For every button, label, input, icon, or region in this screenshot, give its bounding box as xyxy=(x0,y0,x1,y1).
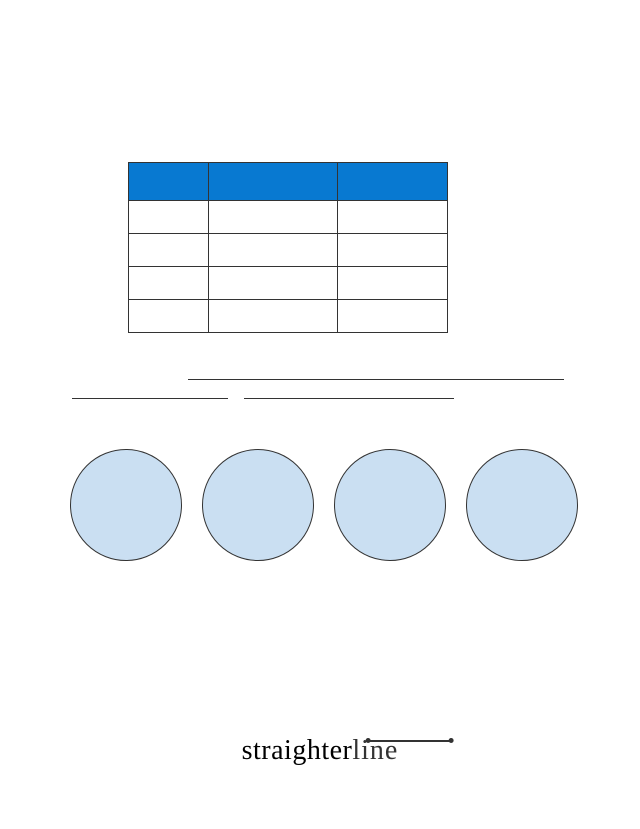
logo-bar-icon xyxy=(368,740,452,742)
table-cell xyxy=(338,201,448,234)
table-row xyxy=(129,267,448,300)
circle-shape xyxy=(70,449,182,561)
table-cell xyxy=(129,234,209,267)
table-row xyxy=(129,234,448,267)
table-cell xyxy=(208,234,338,267)
table-row xyxy=(129,300,448,333)
table-header-cell xyxy=(208,163,338,201)
table-header-cell xyxy=(338,163,448,201)
table-row xyxy=(129,201,448,234)
circle-shape xyxy=(334,449,446,561)
table-cell xyxy=(338,267,448,300)
circle-shape xyxy=(466,449,578,561)
data-table xyxy=(128,162,448,333)
table-cell xyxy=(129,267,209,300)
blank-line xyxy=(72,398,228,399)
table-cell xyxy=(338,234,448,267)
table-cell xyxy=(208,300,338,333)
table-cell xyxy=(338,300,448,333)
table-cell xyxy=(129,201,209,234)
table-cell xyxy=(208,267,338,300)
table-header-row xyxy=(129,163,448,201)
circles-row xyxy=(70,449,578,561)
blank-line xyxy=(244,398,454,399)
circle-shape xyxy=(202,449,314,561)
table-cell xyxy=(129,300,209,333)
logo-dot-icon xyxy=(449,738,454,743)
logo-text-bold: straighter xyxy=(242,735,353,766)
table-header-cell xyxy=(129,163,209,201)
table-cell xyxy=(208,201,338,234)
straighterline-logo: straighterline xyxy=(242,735,399,767)
blank-line xyxy=(188,379,564,380)
